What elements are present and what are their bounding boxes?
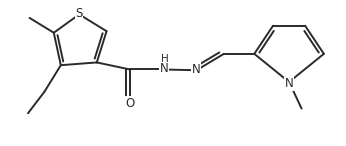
Text: O: O xyxy=(125,97,135,110)
Text: N: N xyxy=(192,63,201,76)
Text: N: N xyxy=(285,77,293,90)
Text: N: N xyxy=(160,62,169,75)
Text: S: S xyxy=(75,7,83,20)
Text: H: H xyxy=(161,54,169,64)
